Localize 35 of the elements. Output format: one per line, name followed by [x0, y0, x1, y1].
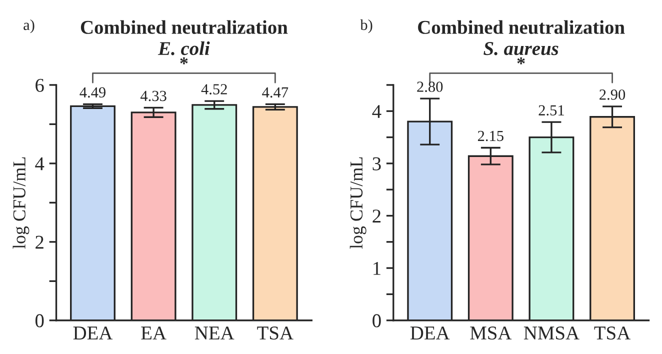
x-tick-label: DEA — [410, 326, 450, 340]
x-tick-label: NMSA — [524, 326, 580, 340]
text: * — [180, 57, 188, 64]
annotation: 2.90 — [600, 89, 626, 100]
x-tick-label: MSA — [470, 326, 512, 340]
x-tick-label: EA — [141, 326, 166, 340]
annotation: 2.80 — [417, 82, 443, 92]
x-tick-label: DEA — [73, 326, 113, 340]
y-tick-label: 4 — [372, 105, 382, 118]
chart-subtitle: S. aureus — [484, 42, 558, 56]
x-tick-label: NEA — [194, 326, 234, 340]
chart-subtitle: E. coli — [158, 41, 210, 56]
text: b) — [360, 19, 372, 34]
y-tick-label: 3 — [372, 157, 381, 170]
y-tick-label: 1 — [374, 262, 380, 275]
annotation: 2.15 — [478, 130, 504, 142]
y-tick-label: 6 — [36, 78, 44, 92]
y-tick-label: 0 — [372, 314, 381, 328]
annotation: 4.52 — [201, 84, 227, 94]
y-tick-label: 4 — [35, 157, 44, 170]
x-tick-label: TSA — [594, 326, 630, 340]
annotation: 2.51 — [538, 105, 564, 116]
y-tick-label: 2 — [372, 210, 380, 222]
text: a) — [24, 19, 34, 34]
annotation: 4.47 — [262, 87, 288, 98]
text: * — [517, 57, 525, 64]
annotation: 4.33 — [140, 90, 166, 102]
annotation: 4.49 — [80, 87, 106, 98]
y-axis-title: log CFU/mL — [350, 157, 366, 249]
y-tick-label: 0 — [35, 314, 44, 328]
chart-title: Combined neutralization — [80, 20, 288, 34]
y-tick-label: 2 — [36, 236, 44, 249]
y-axis-title: log CFU/mL — [12, 157, 30, 249]
chart-title: Combined neutralization — [418, 20, 625, 34]
x-tick-label: TSA — [257, 326, 294, 340]
